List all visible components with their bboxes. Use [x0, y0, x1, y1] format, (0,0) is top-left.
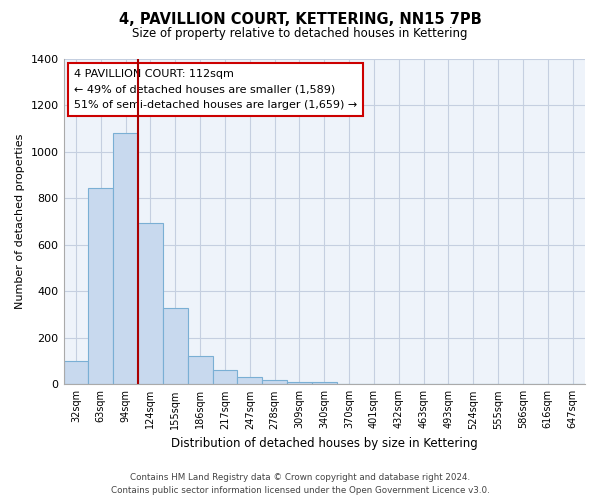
Bar: [88, 188, 113, 384]
Bar: [262, 380, 287, 384]
Bar: [238, 376, 262, 384]
Y-axis label: Number of detached properties: Number of detached properties: [15, 134, 25, 310]
Bar: [312, 382, 337, 384]
Text: 4 PAVILLION COURT: 112sqm
← 49% of detached houses are smaller (1,589)
51% of se: 4 PAVILLION COURT: 112sqm ← 49% of detac…: [74, 69, 357, 110]
Bar: [212, 370, 238, 384]
Bar: [138, 223, 163, 384]
Bar: [163, 308, 188, 384]
Bar: [287, 382, 312, 384]
Bar: [64, 361, 88, 384]
Text: Contains HM Land Registry data © Crown copyright and database right 2024.
Contai: Contains HM Land Registry data © Crown c…: [110, 474, 490, 495]
Text: 4, PAVILLION COURT, KETTERING, NN15 7PB: 4, PAVILLION COURT, KETTERING, NN15 7PB: [119, 12, 481, 28]
Bar: [113, 134, 138, 384]
Text: Size of property relative to detached houses in Kettering: Size of property relative to detached ho…: [132, 28, 468, 40]
Bar: [188, 356, 212, 384]
X-axis label: Distribution of detached houses by size in Kettering: Distribution of detached houses by size …: [171, 437, 478, 450]
